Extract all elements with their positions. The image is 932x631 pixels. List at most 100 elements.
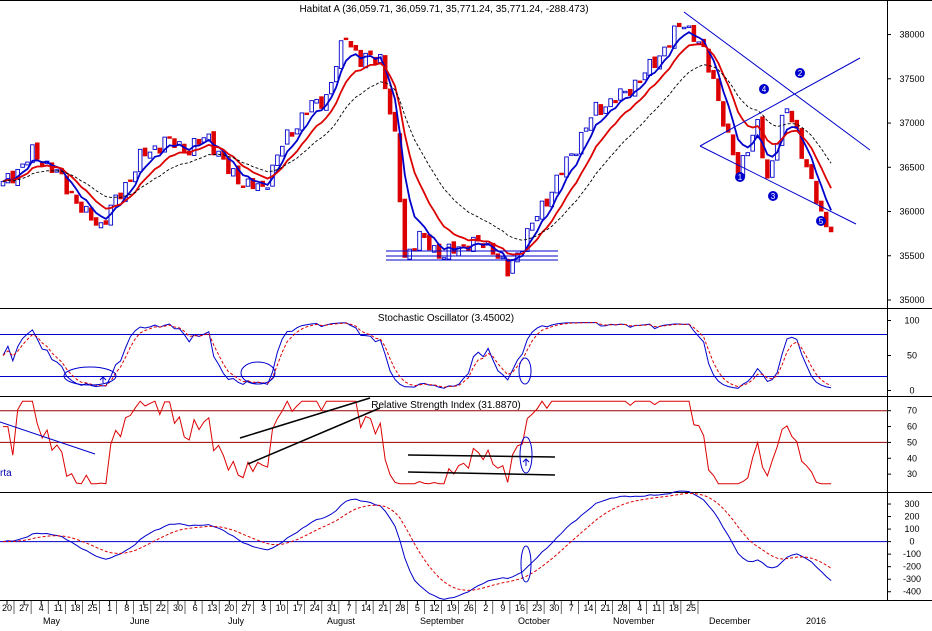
candle [525,228,530,252]
candle [329,81,334,95]
date-tick-label: 12 [429,603,439,613]
candle [98,222,104,229]
candle [642,72,648,81]
rsi-title: Relative Strength Index (31.8870) [371,400,521,411]
date-tick-label: 28 [395,603,405,613]
stochastic-panel [0,321,887,389]
stochastic-axis-tick-label: 50 [907,351,917,361]
wave-text: 2 [798,69,803,78]
date-tick-label: 22 [156,603,166,613]
date-tick-label: 18 [70,603,80,613]
rsi-ellipse [519,436,533,474]
candle [799,128,804,159]
wave-label-3: 3 [768,191,778,201]
wave-marker [735,172,745,182]
candle [588,117,594,131]
price-ma-line [2,43,832,256]
date-tick-label: 1 [107,603,112,613]
wave-text: 3 [771,192,776,201]
candle [314,98,319,104]
candle [789,110,795,123]
candle [804,159,809,168]
candle [20,163,25,168]
price-title: Habitat A (36,059.71, 36,059.71, 35,771.… [299,4,588,15]
candle [657,55,662,70]
candle [681,26,687,30]
stochastic-axis-tick-label: 0 [909,386,914,396]
candle [711,69,716,79]
candle [510,259,515,274]
candle [304,112,310,116]
macd-ellipse [520,545,532,583]
wave-marker [816,216,826,226]
candle [686,25,692,28]
date-tick-label: 11 [54,603,63,613]
candle [231,168,236,177]
month-label: July [228,616,245,626]
stochastic-axis-tick-label: 100 [904,316,919,326]
candle [25,161,30,166]
rsi-trendlines [0,397,556,476]
candle [289,132,295,137]
candle [696,41,702,44]
candle [118,192,123,200]
candle [319,96,324,109]
candle [554,174,559,194]
candle [10,170,16,184]
stochastic-k-line [2,321,832,389]
candle [280,145,285,157]
candle [368,50,373,56]
date-tick-label: 21 [600,603,610,613]
candle [667,45,672,48]
candle [765,159,770,179]
price-axis-tick-label: 37500 [899,74,924,84]
candle [446,243,452,260]
candle [69,190,74,194]
date-tick-label: 14 [583,603,593,613]
candle [676,22,682,28]
candle [770,160,775,178]
candle [598,104,604,115]
date-tick-label: 21 [378,603,388,613]
axes: 3500035500360003650037000375003800005010… [2,30,925,626]
month-label: 2016 [806,616,826,626]
price-panel: 1 2 3 4 5 [0,22,834,277]
candle [348,41,354,48]
candle [338,40,344,69]
candle [779,114,785,146]
candle [196,138,202,145]
date-tick-label: 6 [193,603,198,613]
candle [333,66,339,83]
candle [79,201,84,213]
candle [451,241,457,254]
candle [407,248,412,260]
date-tick-label: 30 [173,603,183,613]
price-axis-tick-label: 36000 [899,207,924,217]
date-tick-label: 31 [327,603,337,613]
candle [716,78,721,102]
candle [265,187,270,190]
date-tick-label: 11 [652,603,661,613]
candle [216,150,221,157]
date-tick-label: 15 [139,603,149,613]
date-tick-label: 14 [361,603,371,613]
candle [672,25,677,49]
candle [133,171,138,183]
candle [147,151,153,159]
candle [583,127,589,132]
candle [559,172,564,176]
macd-line [2,490,832,600]
candle [353,44,359,51]
candle [652,56,657,68]
candle [275,154,280,166]
candle [618,88,623,101]
date-tick-label: 18 [669,603,679,613]
candle [113,194,118,207]
candle [809,164,814,180]
date-tick-label: 10 [276,603,286,613]
macd-axis-tick-label: 0 [909,537,914,547]
month-label: June [130,616,150,626]
candle [392,111,398,132]
